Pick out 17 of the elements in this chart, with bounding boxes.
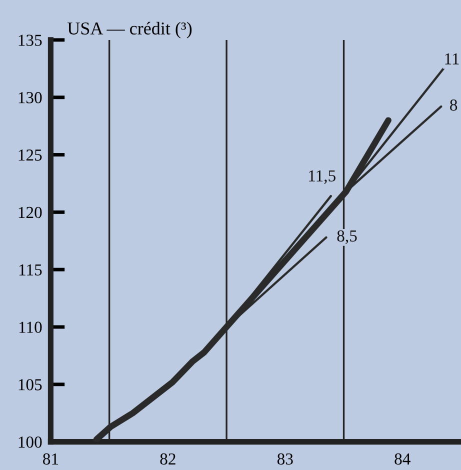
y-tick-label: 130 — [18, 92, 42, 104]
series-label: 8 — [450, 99, 458, 111]
x-tick-label: 81 — [43, 453, 58, 465]
y-tick-label: 105 — [18, 379, 42, 390]
x-tick-label: 82 — [160, 453, 176, 465]
x-tick-label: 84 — [394, 453, 410, 465]
series-label: 11 — [445, 53, 459, 64]
y-tick-label: 115 — [19, 264, 42, 276]
y-tick-label: 110 — [19, 322, 42, 333]
series-label: 8,5 — [337, 230, 357, 244]
y-tick-label: 120 — [18, 206, 42, 218]
y-tick-label: 100 — [18, 436, 42, 448]
series-label: 11,5 — [309, 170, 336, 184]
y-tick-label: 135 — [18, 34, 42, 46]
x-tick-label: 83 — [277, 453, 293, 465]
y-tick-label: 125 — [18, 150, 42, 161]
chart-title: USA — crédit (³) — [68, 22, 192, 38]
